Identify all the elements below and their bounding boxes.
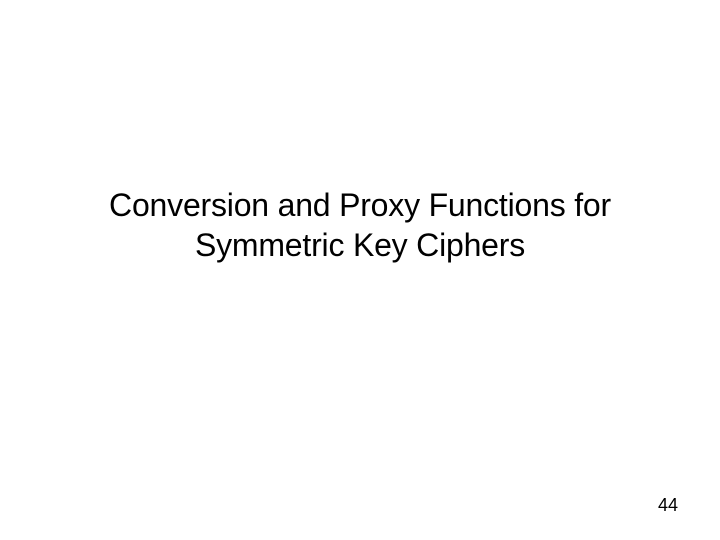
slide-title: Conversion and Proxy Functions for Symme…	[60, 185, 660, 265]
slide-container: Conversion and Proxy Functions for Symme…	[0, 0, 720, 540]
title-line-1: Conversion and Proxy Functions for	[109, 187, 611, 223]
title-line-2: Symmetric Key Ciphers	[195, 227, 525, 263]
page-number: 44	[658, 495, 678, 516]
slide-title-block: Conversion and Proxy Functions for Symme…	[60, 185, 660, 265]
